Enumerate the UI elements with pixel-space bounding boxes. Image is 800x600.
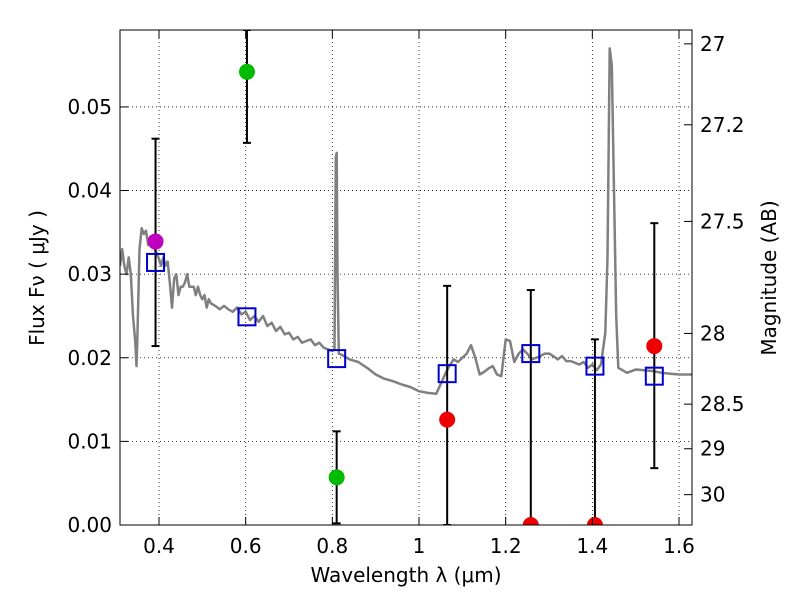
x-tick-label: 0.4 [143, 534, 175, 558]
model-band-points [146, 252, 664, 386]
y2-tick-label: 30 [700, 483, 725, 507]
y-axis-label: Flux Fν ( μJy ) [25, 210, 49, 346]
y-tick-label: 0.00 [67, 513, 112, 537]
plot-frame [119, 29, 693, 526]
observed-points [147, 63, 663, 525]
observed-point [439, 411, 456, 428]
y2-tick-label: 29 [700, 437, 725, 461]
observed-point [522, 517, 539, 525]
model-band-point [644, 366, 664, 386]
x-tick-label: 1.4 [576, 534, 608, 558]
y2-tick-label: 28 [700, 321, 725, 345]
model-band-point [327, 349, 347, 369]
y-tick-label: 0.04 [67, 179, 112, 203]
y2-tick-label: 27.2 [700, 113, 745, 137]
model-band-point [237, 307, 257, 327]
x-axis-label: Wavelength λ (μm) [310, 563, 501, 587]
x-tick-label: 1.2 [490, 534, 522, 558]
y-tick-label: 0.02 [67, 346, 112, 370]
x-tick-label: 0.8 [316, 534, 348, 558]
x-tick-label: 0.6 [230, 534, 262, 558]
x-tick-label: 1 [413, 534, 426, 558]
y2-axis-label: Magnitude (AB) [757, 200, 781, 355]
observed-point [646, 338, 663, 355]
plot-background [120, 30, 692, 525]
observed-point [147, 233, 164, 250]
y-tick-label: 0.01 [67, 429, 112, 453]
x-axis-ticks: 0.4 0.6 0.8 1 1.2 1.4 1.6 [143, 30, 695, 558]
model-band-point [585, 356, 605, 376]
y2-tick-label: 27 [700, 32, 725, 56]
y2-tick-label: 28.5 [700, 392, 745, 416]
observed-point [328, 469, 345, 486]
y-tick-label: 0.03 [67, 262, 112, 286]
y-axis-ticks: 0.00 0.01 0.02 0.03 0.04 0.05 [67, 95, 128, 537]
observed-point [586, 517, 603, 525]
model-band-point [521, 344, 541, 364]
observed-point [238, 63, 255, 80]
y2-axis-ticks: 27 27.2 27.5 28 28.5 29 30 [684, 32, 745, 507]
model-band-point [146, 252, 166, 272]
model-band-point [437, 364, 457, 384]
x-tick-label: 1.6 [663, 534, 695, 558]
y-tick-label: 0.05 [67, 95, 112, 119]
y2-tick-label: 27.5 [700, 209, 745, 233]
